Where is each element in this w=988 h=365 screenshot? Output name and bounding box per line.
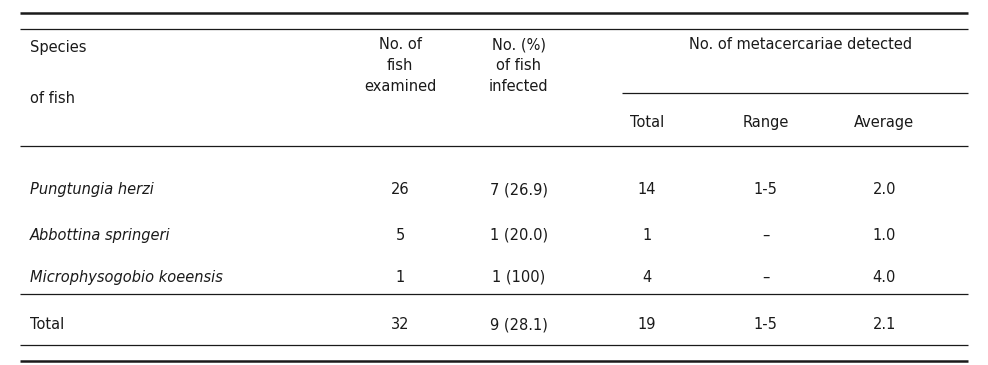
Text: 2.1: 2.1 <box>872 317 896 333</box>
Text: 9 (28.1): 9 (28.1) <box>490 317 547 333</box>
Text: No. of: No. of <box>378 37 422 52</box>
Text: 5: 5 <box>395 228 405 243</box>
Text: Species: Species <box>30 40 86 55</box>
Text: Microphysogobio koeensis: Microphysogobio koeensis <box>30 270 222 285</box>
Text: fish: fish <box>387 58 413 73</box>
Text: 4.0: 4.0 <box>872 270 896 285</box>
Text: infected: infected <box>489 79 548 95</box>
Text: 2.0: 2.0 <box>872 182 896 197</box>
Text: No. of metacercariae detected: No. of metacercariae detected <box>689 37 912 52</box>
Text: 1.0: 1.0 <box>872 228 896 243</box>
Text: 1 (100): 1 (100) <box>492 270 545 285</box>
Text: –: – <box>762 270 770 285</box>
Text: 1-5: 1-5 <box>754 317 778 333</box>
Text: Abbottina springeri: Abbottina springeri <box>30 228 170 243</box>
Text: of fish: of fish <box>30 91 75 106</box>
Text: 26: 26 <box>391 182 409 197</box>
Text: Pungtungia herzi: Pungtungia herzi <box>30 182 153 197</box>
Text: Total: Total <box>30 317 64 333</box>
Text: examined: examined <box>364 79 437 95</box>
Text: –: – <box>762 228 770 243</box>
Text: 14: 14 <box>638 182 656 197</box>
Text: 19: 19 <box>638 317 656 333</box>
Text: Range: Range <box>743 115 788 130</box>
Text: Total: Total <box>630 115 664 130</box>
Text: Average: Average <box>855 115 914 130</box>
Text: 32: 32 <box>391 317 409 333</box>
Text: 4: 4 <box>642 270 652 285</box>
Text: of fish: of fish <box>496 58 541 73</box>
Text: 1: 1 <box>395 270 405 285</box>
Text: 1 (20.0): 1 (20.0) <box>490 228 547 243</box>
Text: 1: 1 <box>642 228 652 243</box>
Text: 1-5: 1-5 <box>754 182 778 197</box>
Text: 7 (26.9): 7 (26.9) <box>490 182 547 197</box>
Text: No. (%): No. (%) <box>492 37 545 52</box>
